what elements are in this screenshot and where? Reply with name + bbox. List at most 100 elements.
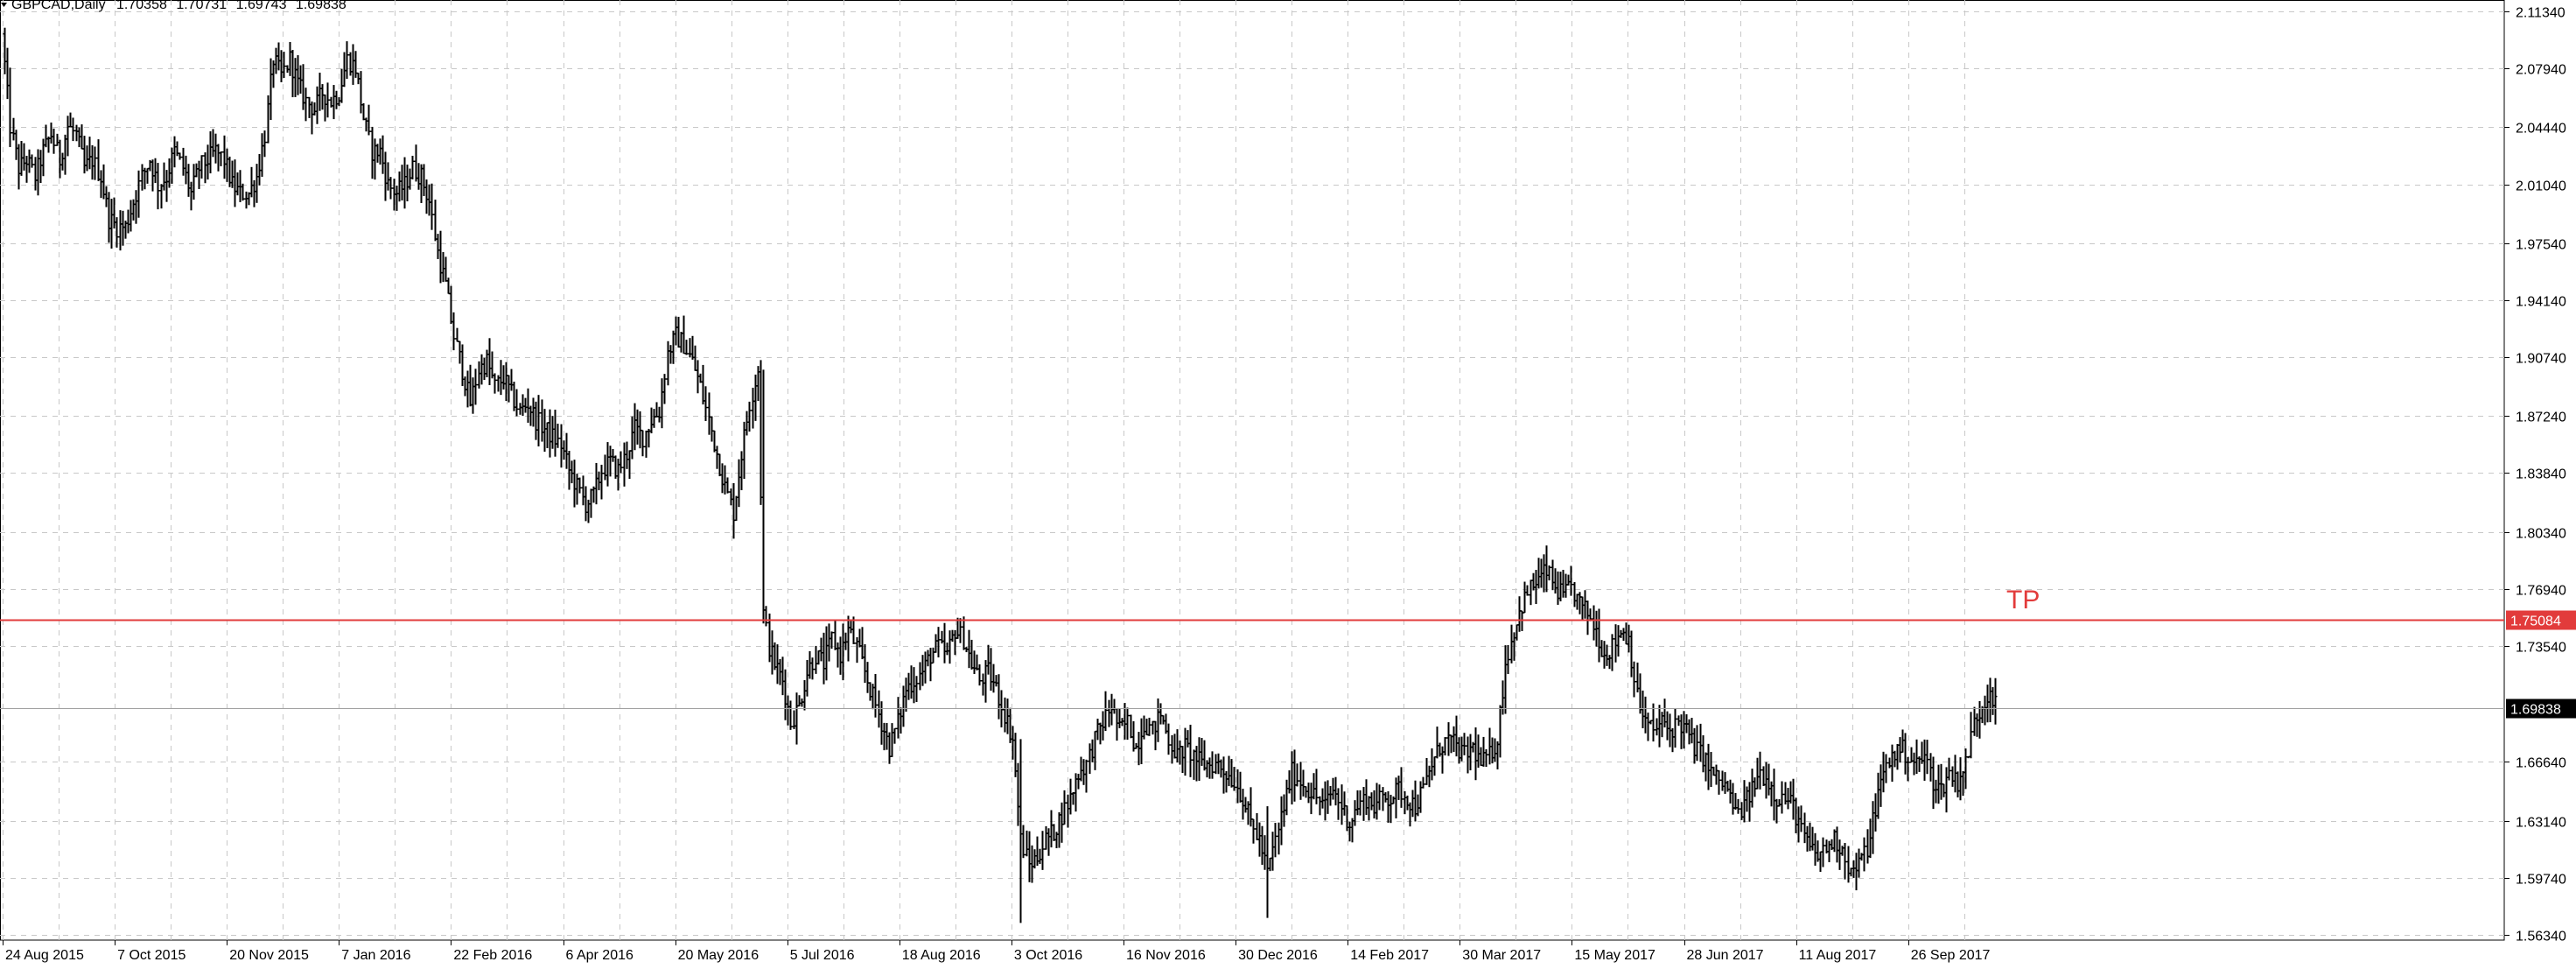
ohlc-bar bbox=[581, 475, 585, 506]
ohlc-bar bbox=[1358, 790, 1362, 816]
ohlc-bar bbox=[24, 155, 29, 183]
ohlc-bar bbox=[1210, 751, 1214, 779]
ohlc-bar bbox=[1101, 711, 1105, 741]
ohlc-bar bbox=[1890, 744, 1894, 783]
ohlc-bar bbox=[666, 341, 670, 386]
ohlc-bar bbox=[1342, 791, 1347, 816]
ohlc-bar bbox=[1263, 835, 1267, 870]
ohlc-bar bbox=[293, 58, 298, 97]
ohlc-bar bbox=[975, 654, 979, 671]
ohlc-bar bbox=[1774, 798, 1779, 824]
symbol-info: GBPCAD,Daily 1.70358 1.70731 1.69743 1.6… bbox=[11, 0, 346, 12]
ohlc-bar bbox=[788, 700, 793, 730]
ohlc-bar bbox=[1772, 769, 1776, 821]
ohlc-bar bbox=[1944, 767, 1949, 813]
horizontal-lines bbox=[0, 619, 2504, 709]
ohlc-bar bbox=[1753, 777, 1757, 797]
ohlc-bar bbox=[269, 58, 273, 121]
ohlc-bar bbox=[1495, 741, 1500, 769]
ohlc-bar bbox=[1084, 759, 1088, 793]
ohlc-bar bbox=[1103, 691, 1108, 731]
ohlc-bar bbox=[36, 149, 40, 196]
ohlc-bar bbox=[222, 135, 227, 179]
ohlc-bar bbox=[1978, 700, 1982, 739]
ohlc-bar bbox=[44, 124, 48, 148]
ohlc-bar bbox=[816, 649, 821, 665]
ohlc-bar bbox=[1832, 829, 1837, 853]
ohlc-bar bbox=[625, 441, 629, 469]
ohlc-bar bbox=[17, 144, 21, 190]
ohlc-bar bbox=[131, 199, 136, 221]
ohlc-bar bbox=[1350, 818, 1354, 843]
ohlc-bar bbox=[1090, 739, 1095, 762]
ohlc-bar bbox=[1476, 734, 1480, 768]
ohlc-bar bbox=[14, 130, 18, 160]
ohlc-bar bbox=[783, 669, 788, 720]
ohlc-bar bbox=[1238, 771, 1242, 803]
ohlc-bar bbox=[1717, 769, 1721, 795]
ohlc-bar bbox=[1232, 767, 1236, 791]
ohlc-bar bbox=[1791, 778, 1796, 820]
ohlc-bar bbox=[1197, 737, 1201, 782]
ohlc-bar bbox=[172, 136, 177, 168]
ohlc-bar bbox=[444, 256, 448, 282]
price-axis: 2.11340 2.07940 2.04440 2.01040 1.97540 1.941… bbox=[2504, 6, 2576, 944]
ohlc-bar bbox=[1229, 759, 1234, 788]
ohlc-bar bbox=[1227, 755, 1231, 787]
ohlc-bar bbox=[480, 354, 484, 385]
ohlc-bar bbox=[211, 129, 215, 158]
ohlc-bar bbox=[121, 210, 125, 246]
ohlc-bar bbox=[1170, 734, 1174, 764]
dropdown-triangle-icon[interactable] bbox=[1, 3, 7, 7]
ohlc-bar bbox=[1670, 727, 1675, 753]
ohlc-bar bbox=[989, 648, 993, 692]
ohlc-bar bbox=[1802, 812, 1807, 844]
ohlc-bar bbox=[1914, 739, 1919, 775]
ohlc-bar bbox=[1117, 708, 1122, 728]
ohlc-bar bbox=[1506, 644, 1510, 675]
ohlc-bar bbox=[1115, 707, 1119, 741]
ohlc-bar bbox=[1107, 699, 1111, 727]
ohlc-bar bbox=[712, 430, 717, 453]
ohlc-bar bbox=[901, 685, 906, 727]
ohlc-bar bbox=[657, 406, 662, 423]
ohlc-bar bbox=[1854, 853, 1858, 891]
ohlc-bar bbox=[424, 179, 429, 214]
x-tick-label: 3 Oct 2016 bbox=[1014, 948, 1082, 963]
ohlc-bar bbox=[145, 167, 150, 184]
ohlc-bar bbox=[1147, 717, 1152, 736]
ohlc-bar bbox=[312, 102, 317, 116]
ohlc-bar bbox=[1498, 705, 1502, 758]
ohlc-bar bbox=[627, 450, 632, 480]
y-tick-label: 1.63140 bbox=[2516, 816, 2566, 831]
ohlc-bar bbox=[1569, 565, 1573, 596]
ohlc-bar bbox=[1125, 707, 1130, 741]
x-tick-label: 14 Feb 2017 bbox=[1350, 948, 1429, 963]
ohlc-bar bbox=[986, 644, 990, 675]
x-tick-label: 22 Feb 2016 bbox=[453, 948, 532, 963]
ohlc-bar bbox=[90, 144, 94, 180]
ohlc-bar bbox=[109, 199, 114, 249]
ohlc-bar bbox=[216, 144, 220, 172]
x-tick-label: 20 Nov 2015 bbox=[229, 948, 309, 963]
ohlc-bar bbox=[1605, 644, 1609, 666]
ohlc-bar bbox=[1038, 848, 1042, 865]
ohlc-bar bbox=[334, 90, 339, 109]
ohlc-bar bbox=[1566, 574, 1571, 586]
ohlc-bar bbox=[879, 701, 884, 745]
ohlc-bar bbox=[660, 378, 664, 429]
ohlc-bar bbox=[725, 477, 730, 494]
ohlc-bar bbox=[892, 727, 897, 744]
ohlc-bar bbox=[1758, 751, 1762, 790]
ohlc-bar bbox=[838, 636, 843, 675]
ohlc-bar bbox=[159, 184, 164, 209]
ohlc-bar bbox=[1493, 738, 1497, 762]
ohlc-bar bbox=[780, 657, 785, 696]
ohlc-bar bbox=[945, 642, 949, 656]
ohlc-bar bbox=[400, 165, 404, 200]
ohlc-bar bbox=[707, 392, 711, 435]
ohlc-bar bbox=[359, 71, 363, 114]
ohlc-bar bbox=[1172, 734, 1177, 759]
ohlc-bar bbox=[1224, 770, 1228, 793]
